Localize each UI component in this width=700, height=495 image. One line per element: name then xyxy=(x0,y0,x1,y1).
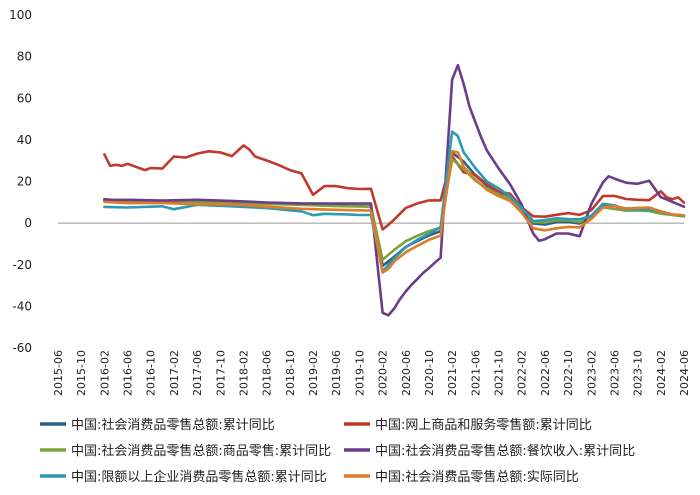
series-lines xyxy=(103,63,686,317)
x-tick-label: 2017-06 xyxy=(191,350,204,396)
y-tick-label: -20 xyxy=(12,258,32,272)
y-tick-label: 0 xyxy=(24,216,32,230)
x-tick-label: 2024-02 xyxy=(655,350,668,396)
legend-label: 中国:限额以上企业消费品零售总额:累计同比 xyxy=(71,469,327,485)
x-tick-label: 2023-06 xyxy=(608,350,621,396)
x-tick-label: 2022-06 xyxy=(539,350,552,396)
x-tick-label: 2017-10 xyxy=(214,350,227,396)
x-tick-label: 2022-02 xyxy=(516,350,529,396)
x-tick-label: 2020-02 xyxy=(377,350,390,396)
series-line-5 xyxy=(103,130,686,273)
x-tick-label: 2022-10 xyxy=(562,350,575,396)
x-tick-label: 2018-10 xyxy=(284,350,297,396)
x-tick-label: 2019-02 xyxy=(307,350,320,396)
x-tick-label: 2023-10 xyxy=(632,350,645,396)
legend-label: 中国:社会消费品零售总额:餐饮收入:累计同比 xyxy=(375,443,635,459)
x-tick-label: 2018-02 xyxy=(237,350,250,396)
legend-label: 中国:社会消费品零售总额:商品零售:累计同比 xyxy=(71,443,331,459)
x-tick-label: 2016-02 xyxy=(98,350,111,396)
series-line-4 xyxy=(103,63,686,317)
y-axis-ticks: -60 -40 -20 0 20 40 60 80 100 xyxy=(9,8,32,355)
x-tick-label: 2021-06 xyxy=(469,350,482,396)
x-tick-label: 2016-06 xyxy=(122,350,135,396)
y-tick-label: 40 xyxy=(17,133,32,147)
x-tick-label: 2016-10 xyxy=(145,350,158,396)
x-tick-label: 2021-10 xyxy=(493,350,506,396)
x-tick-label: 2020-06 xyxy=(400,350,413,396)
x-axis-ticks: 2015-06 2015-10 2016-02 2016-06 2016-10 2017-… xyxy=(52,350,691,396)
series-line-6 xyxy=(103,149,686,274)
y-tick-label: 100 xyxy=(9,8,32,22)
y-tick-label: 20 xyxy=(17,175,32,189)
x-tick-label: 2015-06 xyxy=(52,350,65,396)
x-tick-label: 2018-06 xyxy=(261,350,274,396)
x-tick-label: 2023-02 xyxy=(585,350,598,396)
legend: 中国:社会消费品零售总额:累计同比 中国:网上商品和服务零售额:累计同比中国:社会… xyxy=(40,417,635,485)
x-tick-label: 2017-02 xyxy=(168,350,181,396)
x-tick-label: 2019-06 xyxy=(330,350,343,396)
x-tick-label: 2015-10 xyxy=(75,350,88,396)
legend-label: 中国:社会消费品零售总额:实际同比 xyxy=(375,469,579,485)
x-tick-label: 2020-10 xyxy=(423,350,436,396)
x-tick-label: 2019-10 xyxy=(353,350,366,396)
y-tick-label: -40 xyxy=(12,299,32,313)
x-tick-label: 2024-06 xyxy=(678,350,691,396)
y-tick-label: -60 xyxy=(12,341,32,355)
legend-label: 中国:网上商品和服务零售额:累计同比 xyxy=(375,417,592,433)
y-tick-label: 60 xyxy=(17,91,32,105)
series-line-2 xyxy=(103,144,686,231)
y-tick-label: 80 xyxy=(17,50,32,64)
x-tick-label: 2021-02 xyxy=(446,350,459,396)
legend-label: 中国:社会消费品零售总额:累计同比 xyxy=(71,417,275,433)
